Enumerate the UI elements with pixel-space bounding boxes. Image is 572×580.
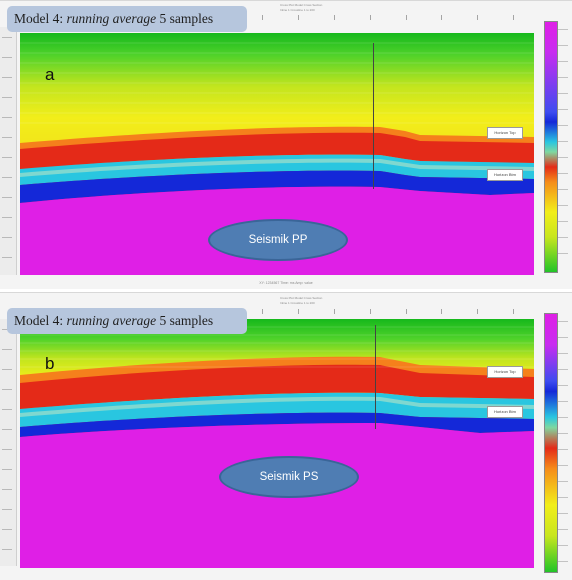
panel-letter: b	[45, 354, 55, 373]
horizon-label-lower: Horizon Btm	[487, 169, 523, 181]
model-label-suffix: 5 samples	[156, 313, 214, 328]
color-scale-ticks	[558, 21, 570, 271]
well-line	[375, 325, 376, 429]
well-line	[373, 43, 374, 189]
orange-red-band	[20, 364, 534, 409]
section-svg-ps	[20, 319, 534, 568]
color-scale-bar	[544, 313, 558, 573]
section-svg-pp	[20, 33, 534, 275]
status-bar: XY: 1234567 Time: ms Amp: value	[259, 281, 313, 285]
horizon-label-lower: Horizon Btm	[487, 406, 523, 418]
model-label-prefix: Model 4:	[14, 313, 67, 328]
model-label-suffix: 5 samples	[156, 11, 214, 26]
model-label-prefix: Model 4:	[14, 11, 67, 26]
model-label: Model 4: running average 5 samples	[7, 6, 247, 32]
panel-a: Cross Plot Model Cross Section Inline 1 …	[0, 0, 572, 289]
depth-axis	[0, 319, 17, 566]
color-scale-ticks	[558, 313, 570, 571]
chart-header-line-2: Inline 1 Crossline 1 to 200	[280, 8, 315, 12]
model-label: Model 4: running average 5 samples	[7, 308, 247, 334]
model-label-method: running average	[66, 313, 157, 328]
chart-header-line-1: Cross Plot Model Cross Section	[280, 296, 323, 300]
blue-band	[20, 412, 534, 437]
chart-header-line-2: Inline 1 Crossline 1 to 200	[280, 301, 315, 305]
model-label-method: running average	[66, 11, 157, 26]
seismic-section-pp	[20, 33, 534, 275]
seismic-section-ps	[20, 319, 534, 568]
depth-axis	[0, 27, 17, 275]
chart-header-line-1: Cross Plot Model Cross Section	[280, 3, 323, 7]
color-scale-bar	[544, 21, 558, 273]
horizon-label-upper: Horizon Top	[487, 127, 523, 139]
panel-letter: a	[45, 65, 55, 84]
blue-band	[20, 170, 534, 203]
horizon-label-upper: Horizon Top	[487, 366, 523, 378]
cyan-band	[20, 154, 534, 185]
panel-b: Cross Plot Model Cross Section Inline 1 …	[0, 292, 572, 580]
seismic-label-oval: Seismik PS	[219, 456, 359, 498]
gridlines	[20, 42, 534, 124]
seismic-label-oval: Seismik PP	[208, 219, 348, 261]
